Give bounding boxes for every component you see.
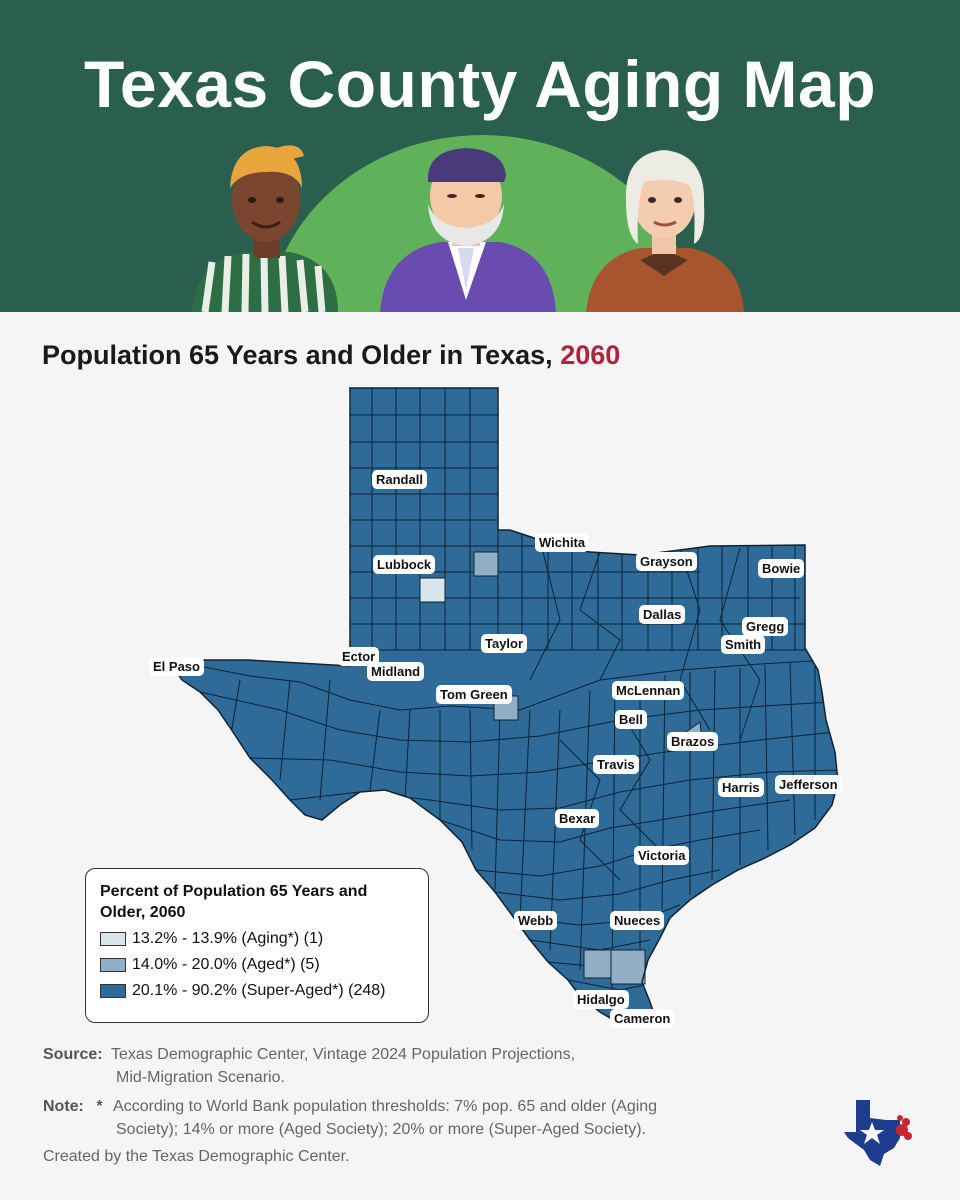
note-line2: Society); 14% or more (Aged Society); 20…	[116, 1121, 646, 1138]
county-label-dallas: Dallas	[640, 606, 685, 623]
legend-swatch-aged	[100, 958, 126, 972]
person-woman-headwrap-illustration	[192, 145, 338, 312]
credit-line: Created by the Texas Demographic Center.	[43, 1148, 350, 1165]
county-label-webb: Webb	[515, 912, 557, 929]
county-label-bexar: Bexar	[556, 810, 599, 827]
subtitle-year: 2060	[560, 340, 621, 370]
county-label-brazos: Brazos	[668, 733, 718, 750]
county-label-smith: Smith	[722, 636, 765, 653]
texas-demographic-center-logo	[844, 1100, 912, 1166]
header-illustration	[192, 135, 744, 312]
person-woman-white-hair-illustration	[586, 150, 744, 312]
county-label-victoria: Victoria	[635, 847, 689, 864]
county-label-ector: Ector	[339, 648, 379, 665]
source-line2: Mid-Migration Scenario.	[116, 1069, 285, 1086]
footnote: Note: * According to World Bank populati…	[43, 1095, 657, 1141]
subtitle-text: Population 65 Years and Older in Texas,	[42, 340, 561, 370]
person-man-cap-illustration	[380, 148, 556, 312]
county-label-lubbock: Lubbock	[374, 556, 435, 573]
county-label-gregg: Gregg	[743, 618, 788, 635]
source-line1: Texas Demographic Center, Vintage 2024 P…	[111, 1046, 576, 1063]
county-label-jefferson: Jefferson	[776, 776, 841, 793]
county-grid	[168, 388, 838, 991]
county-label-wichita: Wichita	[536, 534, 589, 551]
legend-item-aging: 13.2% - 13.9% (Aging*) (1)	[100, 929, 414, 949]
legend-label-super-aged: 20.1% - 90.2% (Super-Aged*) (248)	[132, 982, 386, 999]
county-label-mclennan: McLennan	[613, 682, 684, 699]
county-label-bell: Bell	[616, 711, 646, 728]
county-label-grayson: Grayson	[637, 553, 696, 570]
map-legend: Percent of Population 65 Years and Older…	[85, 868, 429, 1023]
county-aging-lubbock-area	[419, 577, 446, 603]
legend-item-super-aged: 20.1% - 90.2% (Super-Aged*) (248)	[100, 981, 414, 1001]
county-label-cameron: Cameron	[611, 1010, 674, 1027]
county-label-travis: Travis	[594, 756, 638, 773]
source-note: Source: Texas Demographic Center, Vintag…	[43, 1043, 575, 1089]
map-subtitle: Population 65 Years and Older in Texas, …	[42, 340, 620, 371]
county-label-midland: Midland	[368, 663, 424, 680]
county-aged-cameron-area	[610, 949, 646, 985]
note-label: Note:	[43, 1098, 84, 1115]
county-label-nueces: Nueces	[611, 912, 664, 929]
county-label-taylor: Taylor	[482, 635, 527, 652]
legend-item-aged: 14.0% - 20.0% (Aged*) (5)	[100, 955, 414, 975]
note-star: *	[96, 1098, 103, 1115]
legend-label-aged: 14.0% - 20.0% (Aged*) (5)	[132, 956, 320, 973]
county-label-randall: Randall	[373, 471, 426, 488]
county-aged-northwest	[473, 551, 499, 577]
legend-title: Percent of Population 65 Years and Older…	[100, 883, 368, 921]
source-label: Source:	[43, 1046, 103, 1063]
county-label-hidalgo: Hidalgo	[574, 991, 628, 1008]
page-title: Texas County Aging Map	[83, 47, 877, 121]
county-label-harris: Harris	[719, 779, 763, 796]
county-aged-hidalgo-area	[583, 949, 612, 979]
note-line1: According to World Bank population thres…	[113, 1098, 658, 1115]
county-label-el-paso: El Paso	[150, 658, 203, 675]
county-label-bowie: Bowie	[759, 560, 804, 577]
legend-label-aging: 13.2% - 13.9% (Aging*) (1)	[132, 930, 324, 947]
county-label-tom-green: Tom Green	[437, 686, 511, 703]
legend-swatch-super-aged	[100, 984, 126, 998]
header-banner: Texas County Aging Map	[0, 0, 960, 312]
legend-swatch-aging	[100, 932, 126, 946]
